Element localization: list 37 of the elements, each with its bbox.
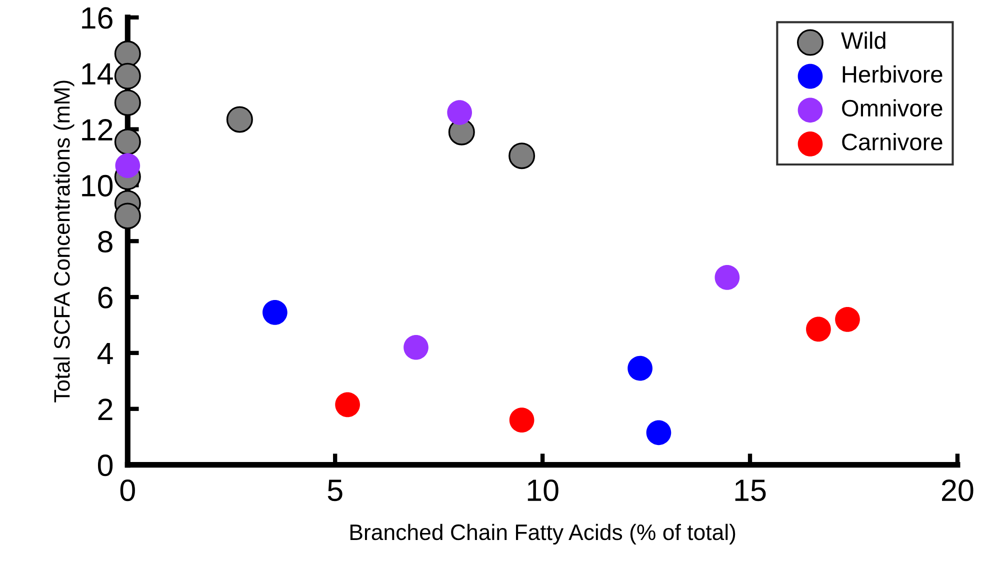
point [404, 334, 428, 360]
x-tick-label: 20 [942, 479, 974, 502]
point [335, 392, 360, 418]
point [226, 106, 253, 133]
legend-label: Wild [841, 32, 886, 49]
point [114, 62, 141, 90]
legend-label: Omnivore [842, 99, 942, 117]
point [509, 408, 534, 432]
x-axis-title: Branched Chain Fatty Acids (% of total) [350, 524, 736, 545]
x-tick-label: 0 [120, 479, 135, 502]
legend-label: Carnivore [842, 133, 942, 150]
point [262, 300, 288, 325]
y-axis-title: Total SCFA Concentrations (mM) [54, 80, 74, 402]
point [114, 128, 141, 156]
point [835, 306, 860, 332]
y-tick-label: 4 [97, 343, 113, 364]
point [508, 142, 536, 170]
point [628, 356, 652, 381]
point [115, 153, 140, 178]
y-tick-label: 16 [82, 7, 112, 29]
y-tick-label: 12 [82, 119, 112, 140]
y-tick-label: 8 [98, 230, 112, 252]
x-tick-label: 15 [735, 480, 766, 502]
point [447, 100, 472, 125]
y-tick-label: 6 [98, 286, 112, 308]
point [646, 420, 672, 446]
point [114, 202, 141, 230]
x-tick-label: 10 [528, 479, 558, 502]
point [714, 265, 740, 290]
y-tick-label: 0 [98, 454, 113, 476]
point [114, 89, 141, 116]
y-tick-label: 14 [82, 63, 113, 84]
y-tick-label: 2 [98, 398, 112, 420]
legend-label: Herbivore [842, 65, 942, 83]
y-tick-label: 10 [82, 174, 113, 197]
x-tick-label: 5 [328, 480, 342, 502]
point [806, 316, 831, 342]
